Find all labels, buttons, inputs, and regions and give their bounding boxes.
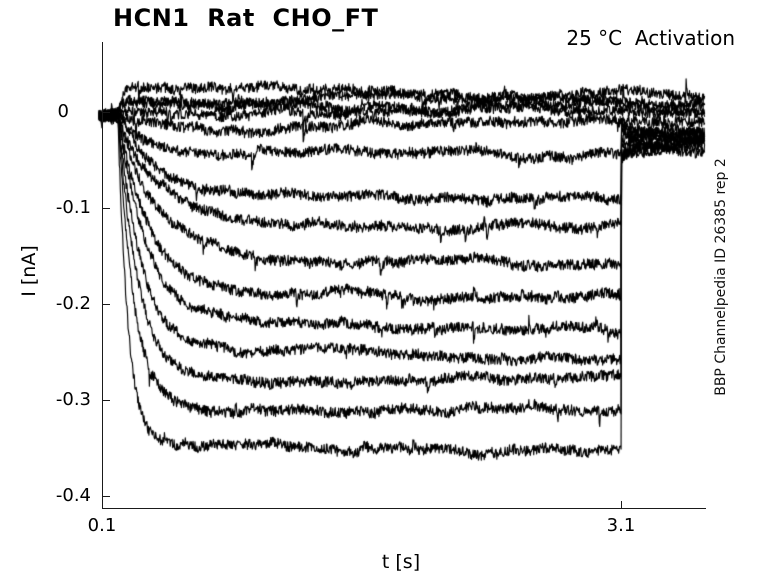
y-tick-neg0p3: [102, 399, 110, 401]
chart-title: HCN1 Rat CHO_FT: [113, 4, 379, 32]
y-tick-neg0p1: [102, 207, 110, 209]
x-axis-label: t [s]: [381, 551, 421, 573]
y-tick-neg0p4: [102, 495, 110, 497]
x-tick-3p1: [620, 500, 623, 508]
y-tick-label-neg0p3: -0.3: [55, 389, 91, 410]
y-tick-0: [102, 111, 110, 113]
x-tick-label-0p1: 0.1: [87, 515, 117, 536]
x-axis-line: [101, 507, 706, 509]
y-tick-label-0: 0: [57, 101, 69, 122]
x-tick-0p1: [101, 500, 103, 508]
y-tick-label-neg0p2: -0.2: [55, 293, 91, 314]
y-tick-label-neg0p1: -0.1: [55, 197, 91, 218]
x-tick-label-3p1: 3.1: [606, 515, 636, 536]
y-tick-neg0p2: [102, 303, 110, 305]
y-tick-label-neg0p4: -0.4: [55, 485, 91, 506]
temperature-protocol-annotation: 25 °C Activation: [566, 26, 735, 50]
channelpedia-id-side-label: BBP Channelpedia ID 26385 rep 2: [713, 158, 729, 396]
y-axis-line: [101, 42, 103, 509]
